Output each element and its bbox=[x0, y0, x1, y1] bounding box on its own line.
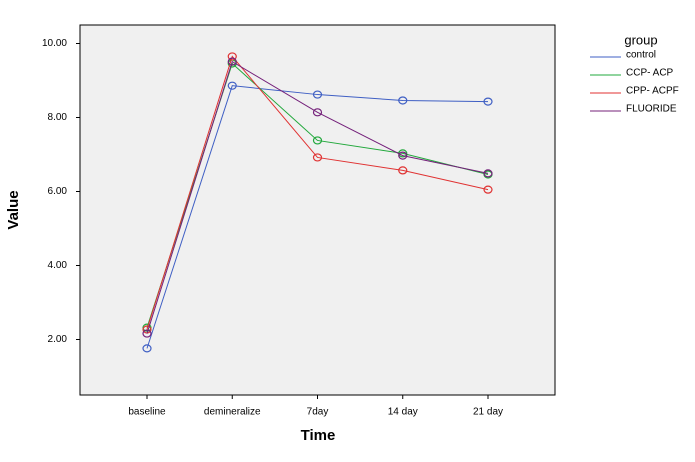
point-marker bbox=[483, 185, 493, 194]
point-marker bbox=[227, 81, 237, 90]
series-line bbox=[146, 85, 489, 349]
point-marker bbox=[398, 166, 408, 175]
point-marker bbox=[142, 329, 152, 338]
x-tick-label: 21 day bbox=[473, 407, 503, 418]
x-tick-label: baseline bbox=[128, 407, 166, 418]
x-tick-label: 7day bbox=[307, 407, 329, 418]
point-marker bbox=[312, 136, 323, 145]
y-tick-label: 4.00 bbox=[48, 260, 68, 271]
point-marker bbox=[312, 108, 323, 117]
x-tick-label: demineralize bbox=[204, 407, 261, 418]
y-tick-label: 10.00 bbox=[42, 38, 67, 49]
series-line bbox=[146, 60, 489, 334]
x-axis-title: Time bbox=[301, 427, 336, 444]
point-marker bbox=[483, 97, 493, 106]
legend-label: CCP- ACP bbox=[626, 68, 674, 79]
point-marker bbox=[227, 52, 237, 61]
point-marker bbox=[483, 169, 493, 178]
point-marker bbox=[142, 344, 152, 353]
point-marker bbox=[312, 90, 323, 99]
y-axis-title: Value bbox=[5, 190, 22, 229]
point-marker bbox=[398, 96, 408, 105]
y-tick-label: 8.00 bbox=[48, 112, 68, 123]
series-line bbox=[146, 55, 489, 330]
point-marker bbox=[398, 151, 408, 160]
y-tick-label: 2.00 bbox=[48, 334, 68, 345]
x-tick-label: 14 day bbox=[388, 407, 418, 418]
plot-area bbox=[79, 24, 556, 396]
y-tick-label: 6.00 bbox=[48, 186, 68, 197]
legend-title: group bbox=[624, 32, 657, 47]
legend-label: control bbox=[626, 50, 656, 61]
point-marker bbox=[312, 153, 323, 162]
point-marker bbox=[227, 57, 237, 66]
legend-label: CPP- ACPF bbox=[626, 86, 679, 97]
legend-label: FLUORIDE bbox=[626, 104, 677, 115]
